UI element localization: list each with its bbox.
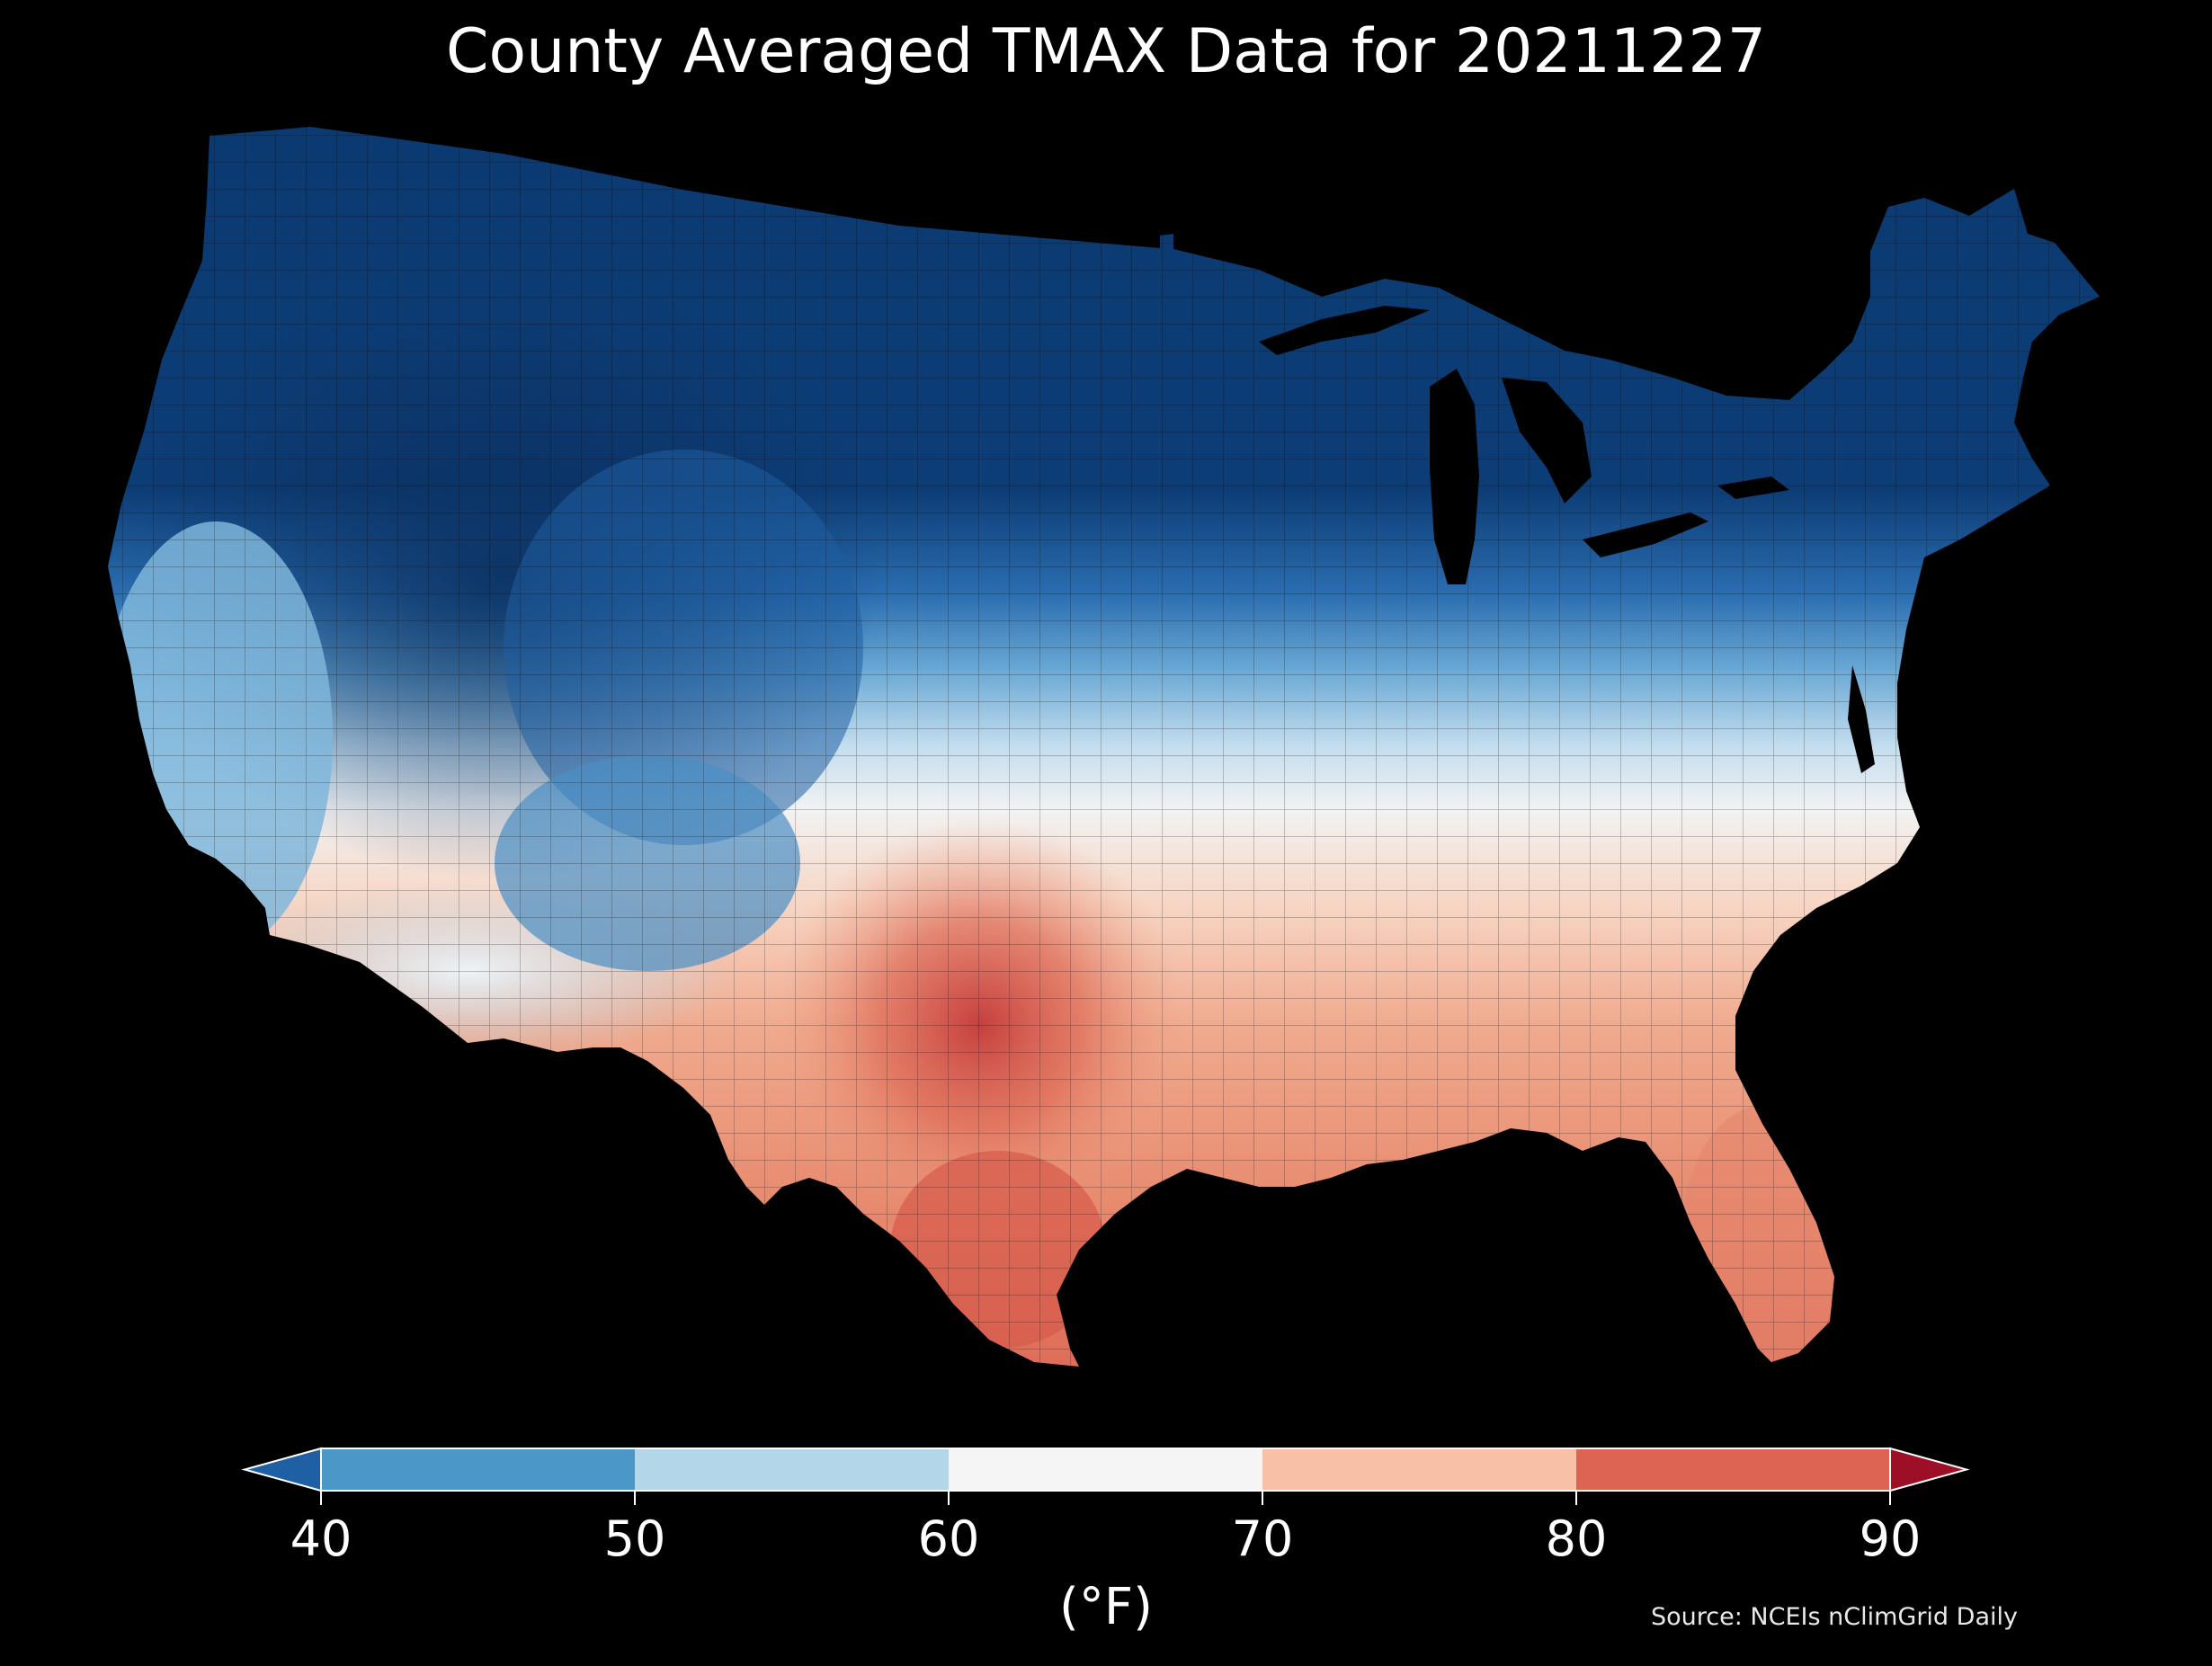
colorbar-tick-label: 40 — [290, 1510, 352, 1567]
lake-erie — [1583, 512, 1708, 557]
colorbar-units-label: (°F) — [1059, 1578, 1153, 1636]
colorbar-bin — [321, 1448, 635, 1491]
lake-ontario — [1717, 477, 1789, 499]
lake-michigan — [1430, 369, 1479, 584]
colorbar-under-arrow — [241, 1447, 322, 1492]
colorbar-outline — [320, 1448, 1891, 1492]
chesapeake-bay — [1848, 665, 1875, 773]
map-title: County Averaged TMAX Data for 20211227 — [446, 16, 1766, 87]
colorbar-tick-label: 90 — [1859, 1510, 1922, 1567]
colorbar — [241, 1447, 1970, 1505]
colorbar-bin — [949, 1448, 1262, 1491]
colorbar-bin — [635, 1448, 949, 1491]
colorbar-bin — [1576, 1448, 1890, 1491]
lake-huron — [1502, 378, 1592, 503]
temperature-field — [108, 126, 2100, 1367]
lake-superior — [1259, 306, 1430, 355]
source-credit: Source: NCEIs nClimGrid Daily — [1651, 1603, 2018, 1631]
us-county-temperature-map — [108, 124, 2100, 1367]
colorbar-tick-label: 60 — [917, 1510, 980, 1567]
colorbar-bin — [1262, 1448, 1576, 1491]
colorbar-tick-label: 80 — [1545, 1510, 1608, 1567]
colorbar-tick-label: 70 — [1231, 1510, 1294, 1567]
colorbar-over-arrow — [1889, 1447, 1970, 1492]
conus-outline — [209, 124, 1161, 248]
colorbar-tick-label: 50 — [603, 1510, 666, 1567]
